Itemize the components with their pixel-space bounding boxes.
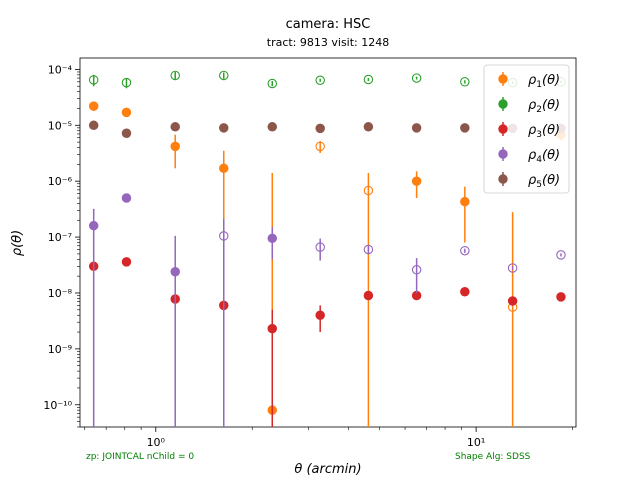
data-point [88,120,99,131]
data-point [219,123,229,133]
data-point-negative [219,231,229,241]
data-point [315,310,325,320]
legend-handle-marker [498,149,508,159]
data-point [460,287,470,297]
data-point [556,292,566,302]
legend-handle-marker [498,99,508,109]
data-point [315,123,325,134]
data-point-negative [88,75,99,85]
data-point [507,296,518,306]
data-point [121,128,132,139]
data-point-negative [363,185,374,196]
data-point-negative [170,70,180,81]
x-axis-label: θ (arcmin) [294,462,361,477]
legend-label: ρ4(θ) [528,148,560,165]
data-point [460,196,470,207]
legend-label: ρ5(θ) [528,173,560,190]
data-point [267,233,278,244]
data-point [411,176,422,186]
data-point [88,101,99,111]
data-point [88,220,99,231]
data-point [121,193,132,203]
y-tick-label: 10⁻¹⁰ [43,399,72,412]
data-point-negative [315,242,325,252]
y-tick-label: 10⁻⁶ [48,175,73,188]
shape-alg-footnote: Shape Alg: SDSS [455,452,531,462]
data-point-negative [121,77,132,88]
y-axis-label: ρ(θ) [10,230,25,256]
y-tick-label: 10⁻⁸ [48,287,73,300]
chart-subtitle: tract: 9813 visit: 1248 [267,36,390,49]
data-point-negative [507,263,518,273]
data-point [121,107,132,118]
data-point [460,123,470,133]
y-tick-label: 10⁻⁵ [48,119,72,132]
data-point [121,257,132,267]
data-point-negative [460,77,470,87]
data-point [411,123,422,133]
data-point [267,122,278,132]
series-2 [88,70,566,89]
data-point [267,323,278,334]
axis-ticks: 10⁰ 10¹ 10⁻¹⁰ 10⁻⁹ 10⁻⁸ 10⁻⁷ 10⁻⁶ 10⁻⁵ 10⁻⁴ [43,63,573,449]
legend-label: ρ3(θ) [528,123,560,140]
data-point-negative [556,250,566,260]
data-point-negative [315,75,325,85]
data-point [363,122,374,132]
y-tick-label: 10⁻⁴ [48,63,73,76]
data-point [363,290,374,301]
data-point-negative [460,245,470,256]
chart-title: camera: HSC [286,17,371,32]
data-point-negative [363,74,374,85]
data-point [219,163,229,174]
data-point-negative [219,70,229,81]
data-point-negative [267,78,278,89]
x-tick-label: 10⁰ [147,436,166,449]
legend-label: ρ2(θ) [528,98,560,115]
data-point-negative [315,141,325,152]
y-tick-label: 10⁻⁷ [48,231,72,244]
y-tick-label: 10⁻⁹ [48,343,72,356]
data-point-negative [363,244,374,255]
legend-box [483,64,570,194]
legend: ρ1(θ) ρ2(θ) ρ3(θ) ρ4(θ) ρ5(θ) [483,64,570,194]
data-point [170,122,180,132]
legend-handle-marker [498,174,508,184]
series-4 [88,193,566,427]
jointcal-footnote: zp: JOINTCAL nChild = 0 [86,452,194,462]
data-point [170,266,180,277]
data-point-negative [411,73,422,83]
x-tick-label: 10¹ [467,436,485,449]
data-point-negative [411,265,422,275]
data-point [170,141,180,152]
legend-label: ρ1(θ) [528,73,560,90]
legend-handle-marker [498,124,508,134]
legend-handle-marker [498,74,508,84]
